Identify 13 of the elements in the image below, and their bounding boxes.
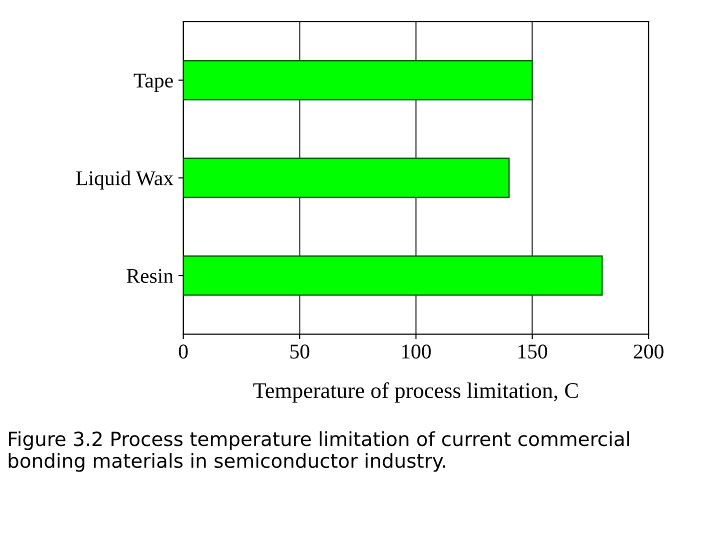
x-tick-label: 100 [402,344,431,359]
x-tick-label: 50 [290,344,310,359]
x-axis-title: Temperature of process limitation, C [253,382,578,403]
y-tick-label: Tape [134,74,173,92]
x-tick-label: 150 [518,344,548,359]
bar [183,60,533,100]
caption: Figure 3.2 Process temperature limitation of current commercial bonding materials in semiconductor industry. [8,431,629,472]
y-tick-label: Liquid Wax [76,170,174,190]
bar [183,255,603,296]
bar [183,158,510,198]
x-tick-label: 200 [634,344,664,359]
x-tick-label: 0 [178,344,188,359]
y-tick-label: Resin [126,268,174,283]
